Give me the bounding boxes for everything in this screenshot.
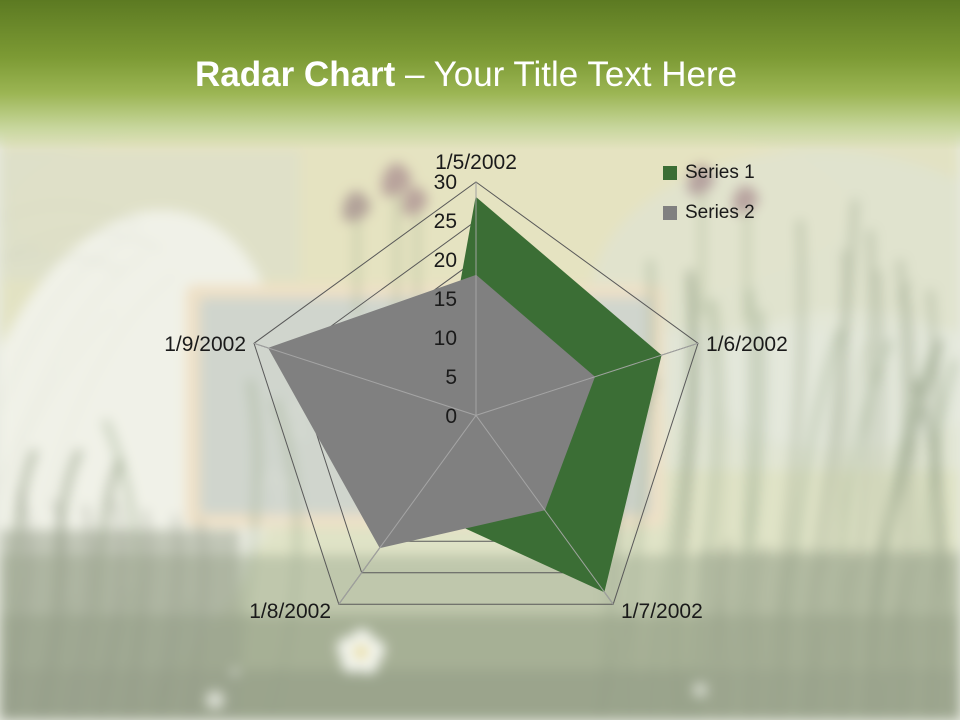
svg-text:10: 10 [434, 327, 457, 350]
svg-text:1/9/2002: 1/9/2002 [164, 333, 246, 356]
svg-text:1/5/2002: 1/5/2002 [435, 151, 517, 174]
svg-text:0: 0 [445, 405, 457, 428]
svg-text:25: 25 [434, 210, 457, 233]
svg-text:1/7/2002: 1/7/2002 [621, 600, 703, 623]
svg-text:1/6/2002: 1/6/2002 [706, 333, 788, 356]
svg-text:15: 15 [434, 288, 457, 311]
svg-text:5: 5 [445, 366, 457, 389]
svg-text:30: 30 [434, 171, 457, 194]
svg-text:20: 20 [434, 249, 457, 272]
svg-text:1/8/2002: 1/8/2002 [249, 600, 331, 623]
